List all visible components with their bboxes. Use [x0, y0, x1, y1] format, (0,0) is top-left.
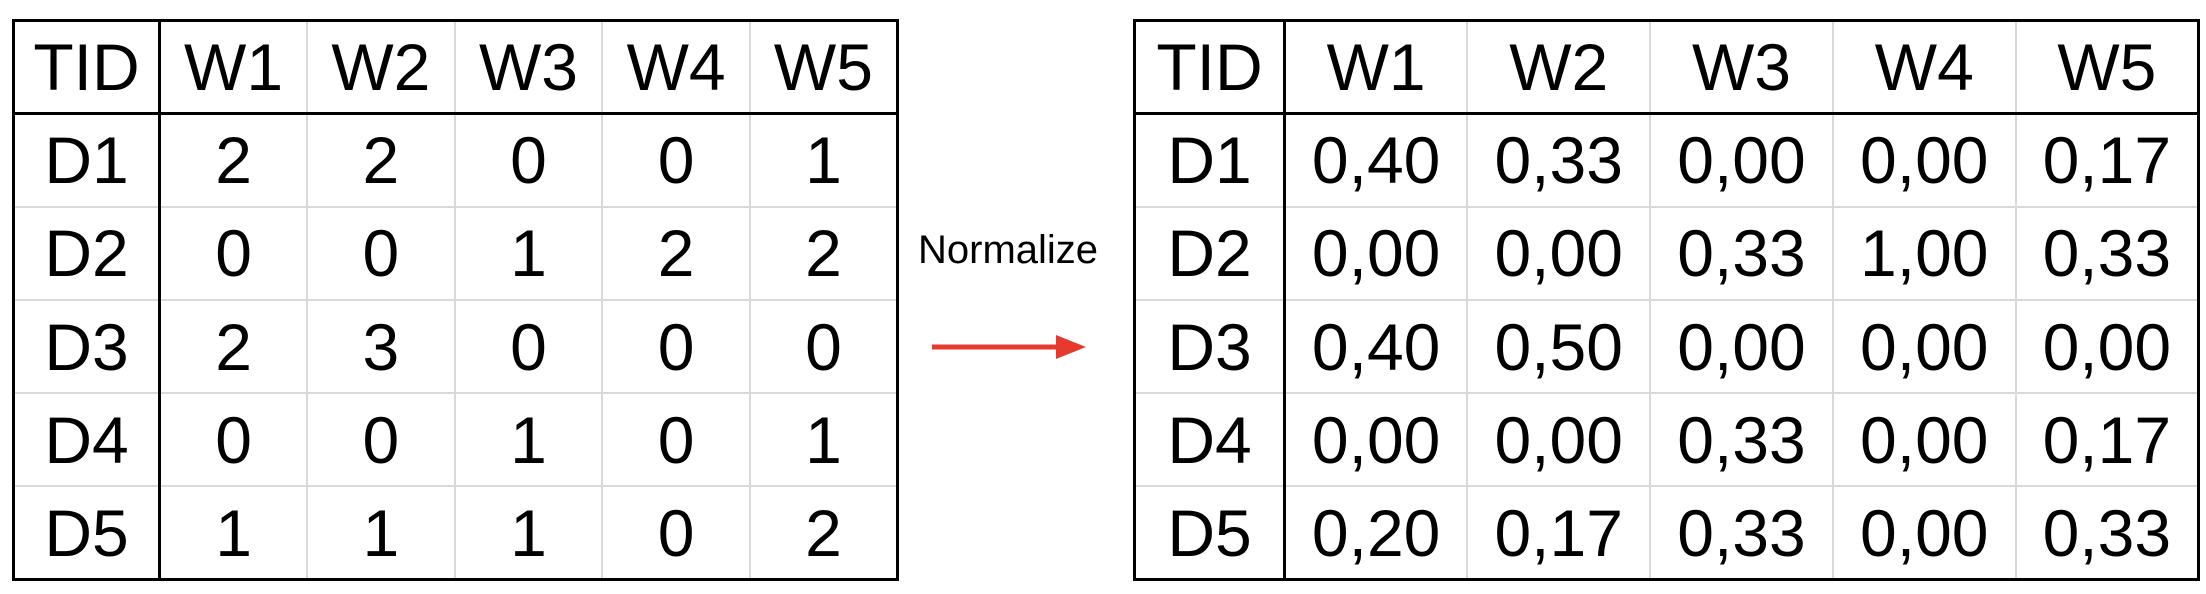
normalized-cell: 0,33 — [2014, 205, 2199, 301]
normalized-row: D3 0,40 0,50 0,00 0,00 0,00 — [1134, 298, 2199, 395]
count-header-cell: W3 — [453, 20, 604, 116]
normalized-cell: 0,50 — [1466, 298, 1652, 395]
count-row: D5 1 1 1 0 2 — [13, 485, 898, 580]
normalized-header-cell: W2 — [1466, 20, 1652, 116]
count-header-cell: W4 — [601, 20, 751, 116]
count-cell: 0 — [158, 392, 309, 488]
count-header-cell: W1 — [158, 20, 309, 116]
normalized-cell: 0,00 — [1466, 392, 1652, 488]
normalized-cell: 1,00 — [1831, 205, 2017, 301]
normalized-cell: 0,00 — [1283, 205, 1469, 301]
count-row: D2 0 0 1 2 2 — [13, 205, 898, 301]
normalize-label: Normalize — [918, 228, 1099, 272]
normalized-row-label: D2 — [1134, 205, 1286, 301]
normalized-header-row: TID W1 W2 W3 W4 W5 — [1134, 20, 2199, 116]
count-row-label: D4 — [13, 392, 161, 488]
count-header-cell: TID — [13, 20, 161, 116]
count-cell: 2 — [158, 298, 309, 395]
normalized-row-label: D5 — [1134, 485, 1286, 580]
normalized-cell: 0,00 — [2014, 298, 2199, 395]
count-cell: 2 — [158, 112, 309, 208]
normalized-row: D1 0,40 0,33 0,00 0,00 0,17 — [1134, 112, 2199, 208]
count-row-label: D3 — [13, 298, 161, 395]
count-row: D1 2 2 0 0 1 — [13, 112, 898, 208]
count-cell: 1 — [748, 112, 898, 208]
count-cell: 0 — [306, 392, 456, 488]
normalized-cell: 0,00 — [1831, 298, 2017, 395]
count-header-cell: W2 — [306, 20, 456, 116]
term-count-table-body: TID W1 W2 W3 W4 W5 D1 2 2 0 0 1 D2 0 0 1 2 2 D3 2 3 0 0 0 D4 0 0 1 0… — [13, 20, 898, 580]
normalized-row-label: D4 — [1134, 392, 1286, 488]
count-cell: 0 — [306, 205, 456, 301]
normalized-cell: 0,33 — [1649, 485, 1834, 580]
normalized-table-body: TID W1 W2 W3 W4 W5 D1 0,40 0,33 0,00 0,00 0,17 D2 0,0… — [1134, 20, 2199, 580]
count-cell: 2 — [748, 485, 898, 580]
normalized-row: D2 0,00 0,00 0,33 1,00 0,33 — [1134, 205, 2199, 301]
normalized-cell: 0,00 — [1831, 392, 2017, 488]
normalized-cell: 0,00 — [1831, 112, 2017, 208]
count-cell: 0 — [453, 112, 604, 208]
count-cell: 0 — [601, 112, 751, 208]
count-cell: 0 — [601, 298, 751, 395]
normalized-row: D4 0,00 0,00 0,33 0,00 0,17 — [1134, 392, 2199, 488]
count-cell: 1 — [453, 392, 604, 488]
normalized-cell: 0,33 — [1649, 205, 1834, 301]
normalized-cell: 0,00 — [1283, 392, 1469, 488]
count-cell: 2 — [601, 205, 751, 301]
count-cell: 0 — [748, 298, 898, 395]
arrow-head — [1056, 335, 1086, 359]
count-cell: 0 — [453, 298, 604, 395]
count-cell: 1 — [158, 485, 309, 580]
count-row-label: D2 — [13, 205, 161, 301]
count-cell: 1 — [306, 485, 456, 580]
normalized-row-label: D1 — [1134, 112, 1286, 208]
count-cell: 0 — [158, 205, 309, 301]
normalized-row: D5 0,20 0,17 0,33 0,00 0,33 — [1134, 485, 2199, 580]
normalized-cell: 0,17 — [2014, 112, 2199, 208]
term-count-table: TID W1 W2 W3 W4 W5 D1 2 2 0 0 1 D2 0 0 1 2 2 D3 2 3 0 0 0 D4 0 0 1 0… — [12, 19, 899, 581]
count-header-cell: W5 — [748, 20, 898, 116]
count-cell: 3 — [306, 298, 456, 395]
normalized-table: TID W1 W2 W3 W4 W5 D1 0,40 0,33 0,00 0,00 0,17 D2 0,0… — [1133, 19, 2200, 581]
normalized-cell: 0,00 — [1831, 485, 2017, 580]
count-header-row: TID W1 W2 W3 W4 W5 — [13, 20, 898, 116]
count-cell: 2 — [748, 205, 898, 301]
normalized-cell: 0,33 — [2014, 485, 2199, 580]
normalized-cell: 0,33 — [1649, 392, 1834, 488]
normalized-cell: 0,33 — [1466, 112, 1652, 208]
count-cell: 0 — [601, 485, 751, 580]
normalized-cell: 0,17 — [1466, 485, 1652, 580]
normalized-header-cell: W3 — [1649, 20, 1834, 116]
count-cell: 1 — [748, 392, 898, 488]
normalized-row-label: D3 — [1134, 298, 1286, 395]
normalized-header-cell: W5 — [2014, 20, 2199, 116]
count-cell: 2 — [306, 112, 456, 208]
normalized-header-cell: TID — [1134, 20, 1286, 116]
normalized-cell: 0,00 — [1466, 205, 1652, 301]
count-cell: 1 — [453, 205, 604, 301]
normalized-cell: 0,40 — [1283, 112, 1469, 208]
count-row-label: D5 — [13, 485, 161, 580]
count-row-label: D1 — [13, 112, 161, 208]
count-row: D3 2 3 0 0 0 — [13, 298, 898, 395]
normalized-cell: 0,17 — [2014, 392, 2199, 488]
count-row: D4 0 0 1 0 1 — [13, 392, 898, 488]
count-cell: 0 — [601, 392, 751, 488]
right-arrow-icon — [932, 335, 1086, 359]
normalized-header-cell: W4 — [1831, 20, 2017, 116]
normalized-cell: 0,00 — [1649, 298, 1834, 395]
count-cell: 1 — [453, 485, 604, 580]
normalized-cell: 0,20 — [1283, 485, 1469, 580]
normalized-header-cell: W1 — [1283, 20, 1469, 116]
normalized-cell: 0,40 — [1283, 298, 1469, 395]
normalized-cell: 0,00 — [1649, 112, 1834, 208]
